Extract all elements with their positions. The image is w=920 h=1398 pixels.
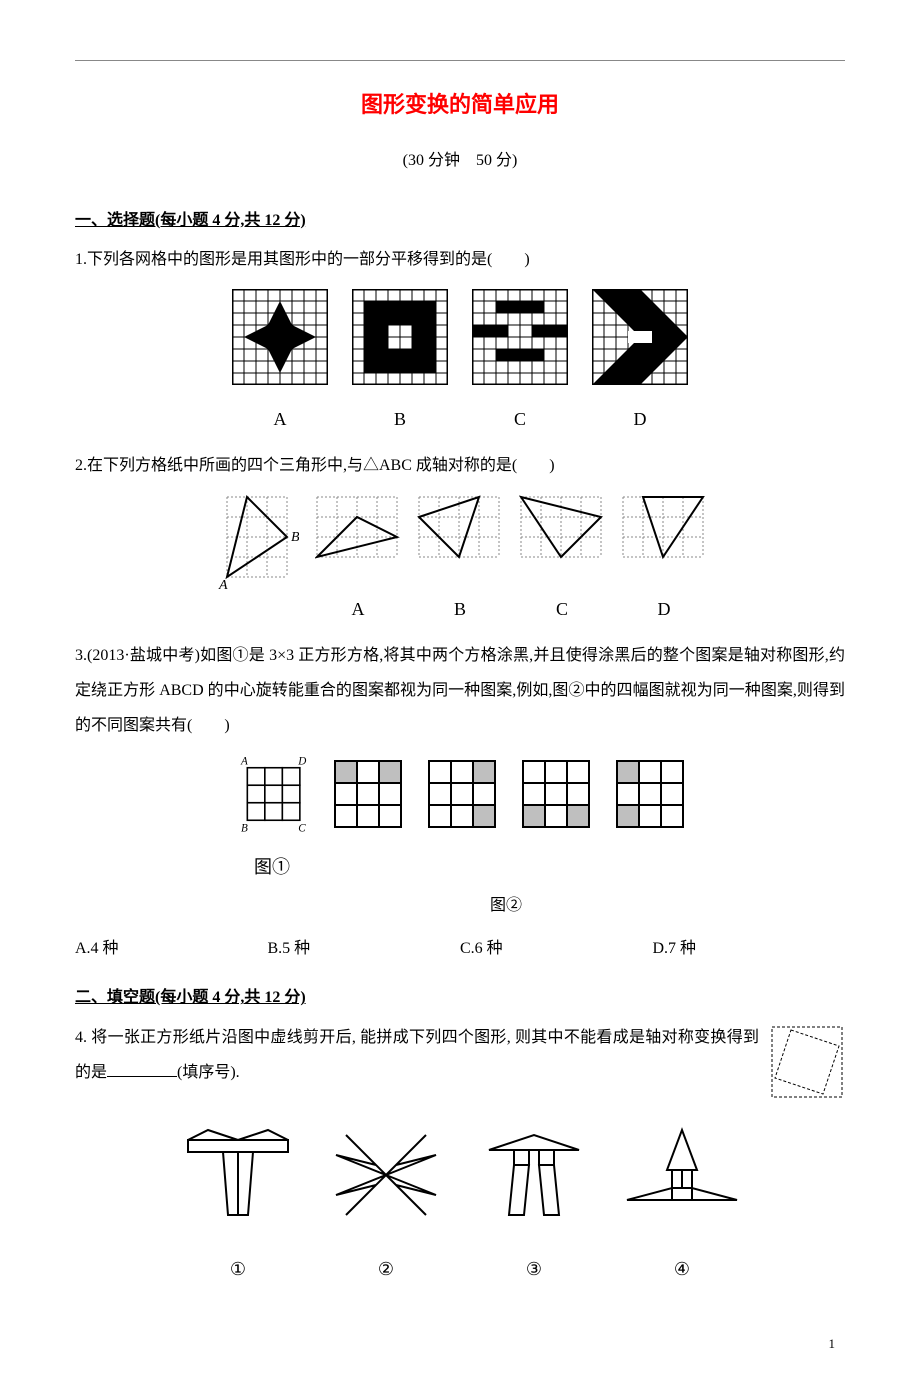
q2-ref-a: A bbox=[218, 578, 228, 591]
q3-corner-d: D bbox=[297, 756, 306, 768]
q3-fig2-a bbox=[329, 755, 407, 846]
q3-figures: A D B C 图① bbox=[75, 755, 845, 923]
q3-fig2-d bbox=[611, 755, 689, 846]
q3-opt-c: C.6 种 bbox=[460, 931, 653, 966]
section-1-heading: 一、选择题(每小题 4 分,共 12 分) bbox=[75, 203, 845, 238]
q2-label-b: B bbox=[454, 590, 466, 630]
q2-fig-a: A bbox=[315, 495, 401, 630]
q4-label-3: ③ bbox=[526, 1250, 542, 1290]
q3-opt-d: D.7 种 bbox=[653, 931, 846, 966]
q1-fig-a: A bbox=[232, 289, 328, 440]
q2-ref-c: C bbox=[243, 495, 253, 499]
top-divider bbox=[75, 60, 845, 61]
q3-text: 3.(2013·盐城中考)如图①是 3×3 正方形方格,将其中两个方格涂黑,并且… bbox=[75, 638, 845, 744]
q3-fig2-c bbox=[517, 755, 595, 846]
doc-title: 图形变换的简单应用 bbox=[75, 81, 845, 129]
q1-fig-b: B bbox=[352, 289, 448, 440]
q4-text: 4. 将一张正方形纸片沿图中虚线剪开后, 能拼成下列四个图形, 则其中不能看成是… bbox=[75, 1020, 845, 1090]
q2-figures: C B A A B bbox=[75, 495, 845, 630]
q1-label-a: A bbox=[274, 400, 287, 440]
q4-figures: ① ② ③ bbox=[75, 1125, 845, 1290]
q1-text: 1.下列各网格中的图形是用其图形中的一部分平移得到的是( ) bbox=[75, 242, 845, 277]
q4-fig-2: ② bbox=[326, 1125, 446, 1290]
q2-fig-d: D bbox=[621, 495, 707, 630]
q3-options: A.4 种 B.5 种 C.6 种 D.7 种 bbox=[75, 931, 845, 966]
q4-fig-1: ① bbox=[178, 1125, 298, 1290]
q2-label-a: A bbox=[352, 590, 365, 630]
q3-fig2-label: 图② bbox=[376, 888, 636, 923]
q2-fig-b: B bbox=[417, 495, 503, 630]
q3-fig2-b bbox=[423, 755, 501, 846]
q1-label-c: C bbox=[514, 400, 526, 440]
page-number: 1 bbox=[75, 1330, 845, 1359]
doc-subtitle: (30 分钟 50 分) bbox=[75, 143, 845, 178]
q3-corner-b: B bbox=[241, 823, 248, 834]
q4-fig-4: ④ bbox=[622, 1125, 742, 1290]
q3-fig1: A D B C 图① bbox=[233, 755, 311, 888]
q4-label-1: ① bbox=[230, 1250, 246, 1290]
q4-text-after: (填序号). bbox=[177, 1064, 240, 1081]
q3-corner-a: A bbox=[240, 756, 248, 768]
q2-label-c: C bbox=[556, 590, 568, 630]
q1-label-d: D bbox=[634, 400, 647, 440]
q1-fig-c: C bbox=[472, 289, 568, 440]
q4-blank bbox=[107, 1061, 177, 1077]
q4-fig-3: ③ bbox=[474, 1125, 594, 1290]
q1-figures: A B C bbox=[75, 289, 845, 440]
q3-fig1-label: 图① bbox=[254, 848, 290, 888]
q2-label-d: D bbox=[658, 590, 671, 630]
q3-corner-c: C bbox=[298, 823, 306, 834]
q3-opt-b: B.5 种 bbox=[268, 931, 461, 966]
q2-text: 2.在下列方格纸中所画的四个三角形中,与△ABC 成轴对称的是( ) bbox=[75, 448, 845, 483]
q4-label-2: ② bbox=[378, 1250, 394, 1290]
q1-fig-d: D bbox=[592, 289, 688, 440]
q2-ref-b: B bbox=[291, 530, 299, 545]
q2-fig-c: C bbox=[519, 495, 605, 630]
q1-label-b: B bbox=[394, 400, 406, 440]
q3-opt-a: A.4 种 bbox=[75, 931, 268, 966]
q2-ref: C B A bbox=[213, 495, 299, 604]
section-2-heading: 二、填空题(每小题 4 分,共 12 分) bbox=[75, 980, 845, 1015]
q4-label-4: ④ bbox=[674, 1250, 690, 1290]
q4-ref-square bbox=[769, 1024, 845, 1113]
